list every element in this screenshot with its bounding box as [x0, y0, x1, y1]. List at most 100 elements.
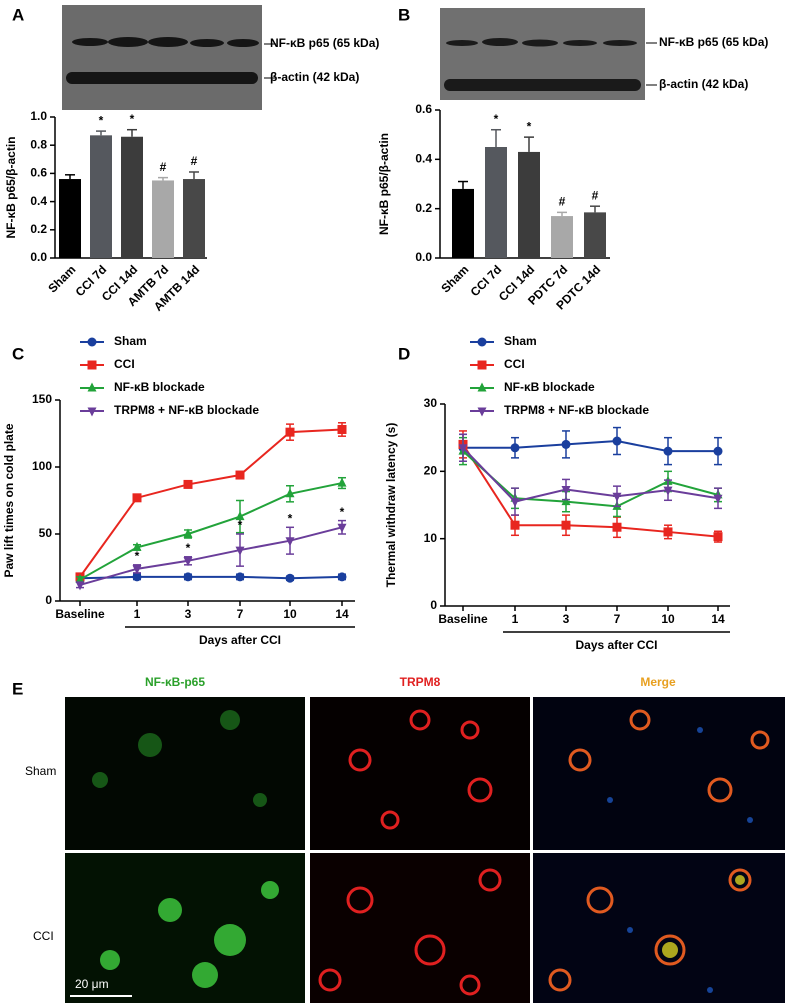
significance-marker: *: [130, 112, 135, 126]
point: [337, 572, 347, 582]
blot-label: β-actin (42 kDa): [270, 70, 359, 84]
y-tick-label: 0.0: [30, 250, 47, 264]
panel-label: E: [12, 679, 23, 698]
y-tick-label: 10: [424, 531, 438, 545]
point: [337, 424, 347, 434]
x-tick-label: 7: [614, 612, 621, 626]
series-line: [462, 443, 719, 538]
x-tick-label: 10: [283, 607, 297, 621]
point: [183, 528, 193, 538]
y-tick-label: 1.0: [30, 109, 47, 123]
scale-bar-label: 20 μm: [75, 977, 109, 991]
significance-marker: *: [288, 511, 293, 525]
x-tick-label: 14: [335, 607, 349, 621]
point: [561, 520, 571, 530]
bar: [183, 179, 205, 258]
legend-label: CCI: [114, 357, 135, 371]
point: [235, 470, 245, 480]
legend-marker: [87, 337, 97, 347]
bar: [584, 212, 606, 258]
significance-marker: *: [238, 518, 243, 532]
point: [235, 546, 245, 556]
significance-marker: *: [186, 541, 191, 555]
point: [663, 486, 673, 496]
y-tick-label: 100: [32, 459, 52, 473]
point: [132, 541, 142, 551]
point: [75, 581, 85, 591]
blot-label: NF-κB p65 (65 kDa): [270, 36, 379, 50]
legend-label: NF-κB blockade: [114, 380, 205, 394]
point: [612, 492, 622, 502]
x-tick-label: 1: [134, 607, 141, 621]
x-tick-label: 14: [711, 612, 725, 626]
point: [132, 565, 142, 575]
x-tick-label: 7: [237, 607, 244, 621]
legend-label: Sham: [504, 334, 537, 348]
blot-a: [62, 5, 276, 110]
blot-b: [440, 8, 657, 100]
point: [132, 493, 142, 503]
series-line: [462, 450, 719, 508]
column-label: TRPM8: [400, 675, 441, 689]
legend-label: TRPM8 + NF-κB blockade: [504, 403, 649, 417]
point: [561, 496, 571, 506]
panel-label: B: [398, 5, 410, 24]
panel-label: D: [398, 344, 410, 363]
y-tick-label: 30: [424, 396, 438, 410]
point: [183, 557, 193, 567]
significance-marker: #: [559, 195, 566, 209]
y-tick-label: 0: [45, 593, 52, 607]
series-line: [462, 447, 719, 503]
y-tick-label: 150: [32, 392, 52, 406]
y-tick-label: 0.4: [30, 194, 47, 208]
point: [510, 520, 520, 530]
legend-label: NF-κB blockade: [504, 380, 595, 394]
point: [510, 498, 520, 508]
legend-marker: [477, 407, 487, 417]
x-axis-label: Days after CCI: [575, 638, 657, 652]
y-tick-label: 0.6: [30, 166, 47, 180]
x-axis-label: Days after CCI: [199, 633, 281, 647]
blot-label: β-actin (42 kDa): [659, 77, 748, 91]
point: [663, 527, 673, 537]
x-tick-label: Baseline: [438, 612, 488, 626]
series-line: [463, 440, 718, 453]
legend-marker: [87, 382, 97, 392]
point: [285, 537, 295, 547]
x-tick-label: Sham: [438, 262, 471, 295]
bar: [121, 136, 143, 258]
point: [285, 573, 295, 583]
legend-label: TRPM8 + NF-κB blockade: [114, 403, 259, 417]
significance-marker: #: [592, 188, 599, 202]
x-tick-label: 10: [661, 612, 675, 626]
y-tick-label: 0.6: [415, 102, 432, 116]
point: [612, 436, 622, 446]
column-label: NF-κB-p65: [145, 675, 205, 689]
x-tick-label: 1: [512, 612, 519, 626]
y-axis-label: NF-κB p65/β-actin: [377, 133, 391, 235]
bar: [485, 147, 507, 258]
y-axis-label: Thermal withdraw latency (s): [384, 423, 398, 588]
point: [235, 511, 245, 521]
y-tick-label: 0: [430, 598, 437, 612]
point: [183, 572, 193, 582]
panel-label: A: [12, 5, 24, 24]
bar: [152, 180, 174, 258]
point: [663, 446, 673, 456]
y-axis-label: Paw lift times on cold plate: [2, 423, 16, 577]
point: [561, 439, 571, 449]
micrographs: [65, 697, 785, 1003]
legend-marker: [477, 360, 487, 370]
y-tick-label: 20: [424, 464, 438, 478]
significance-marker: *: [494, 112, 499, 126]
blot-label: NF-κB p65 (65 kDa): [659, 35, 768, 49]
point: [561, 486, 571, 496]
point: [713, 494, 723, 504]
series-line: [79, 526, 343, 586]
series-line: [79, 428, 343, 578]
legend-marker: [87, 407, 97, 417]
point: [183, 479, 193, 489]
point: [713, 446, 723, 456]
legend-label: CCI: [504, 357, 525, 371]
